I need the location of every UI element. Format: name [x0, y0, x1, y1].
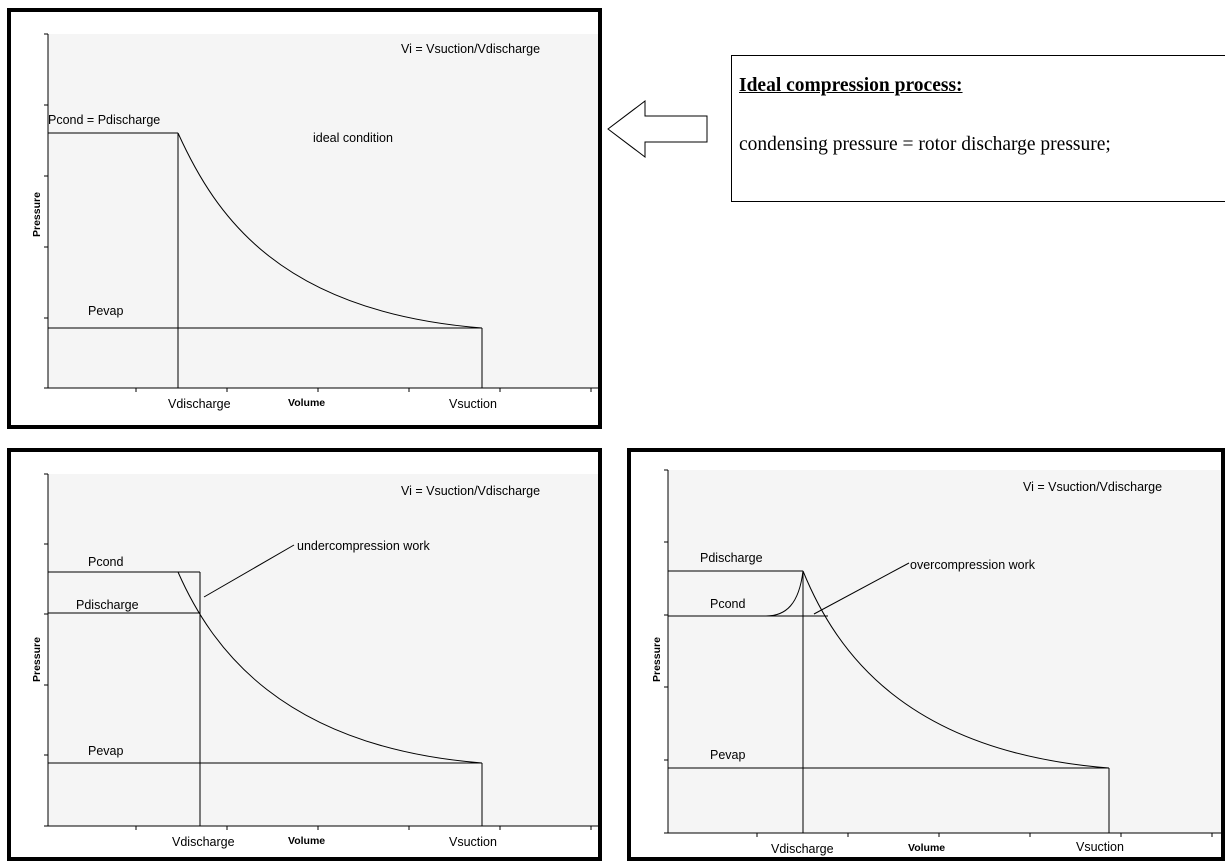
undercompression-pointer [203, 544, 295, 598]
vsuction-label: Vsuction [1076, 840, 1124, 854]
plot-area [48, 474, 598, 826]
vsuction-label: Vsuction [449, 835, 497, 849]
compression-curve [177, 132, 483, 329]
compression-curve [177, 571, 483, 764]
pdischarge-label: Pdischarge [76, 598, 139, 612]
x-axis-label: Volume [288, 835, 325, 847]
x-ticks [135, 826, 592, 830]
pcond-label: Pcond [710, 597, 745, 611]
y-ticks [44, 473, 48, 827]
overcompression-curve [765, 570, 804, 617]
vi-label: Vi = Vsuction/Vdischarge [401, 42, 540, 56]
undercompression-label: undercompression work [297, 539, 430, 553]
callout-text: condensing pressure = rotor discharge pr… [739, 134, 1111, 155]
overcompression-label: overcompression work [910, 558, 1036, 572]
pcond-label: Pcond [88, 555, 123, 569]
pcond-label: Pcond = Pdischarge [48, 113, 160, 127]
vdischarge-label: Vdischarge [771, 842, 834, 856]
ideal-condition-label: ideal condition [313, 131, 393, 145]
ideal-diagram-svg: Vi = Vsuction/Vdischarge ideal condition… [31, 33, 598, 411]
pdischarge-label: Pdischarge [700, 551, 763, 565]
overcompression-pointer [813, 562, 910, 615]
y-ticks [44, 33, 48, 389]
undercompression-diagram: Vi = Vsuction/Vdischarge undercompressio… [7, 448, 602, 861]
over-diagram-svg: Vi = Vsuction/Vdischarge overcompression… [651, 469, 1221, 856]
y-axis-label: Pressure [31, 637, 43, 682]
plot-area [48, 34, 598, 388]
x-axis-label: Volume [288, 397, 325, 409]
pevap-label: Pevap [88, 304, 123, 318]
left-arrow-icon [607, 100, 708, 158]
plot-area [668, 470, 1221, 833]
vi-label: Vi = Vsuction/Vdischarge [1023, 480, 1162, 494]
overcompression-diagram: Vi = Vsuction/Vdischarge overcompression… [627, 448, 1225, 861]
vi-label: Vi = Vsuction/Vdischarge [401, 484, 540, 498]
ideal-process-callout: Ideal compression process: condensing pr… [731, 55, 1225, 202]
vsuction-label: Vsuction [449, 397, 497, 411]
under-diagram-svg: Vi = Vsuction/Vdischarge undercompressio… [31, 473, 598, 849]
vdischarge-label: Vdischarge [168, 397, 231, 411]
x-axis-label: Volume [908, 842, 945, 854]
ideal-compression-diagram: Vi = Vsuction/Vdischarge ideal condition… [7, 8, 602, 429]
callout-title: Ideal compression process: [739, 75, 963, 96]
y-axis-label: Pressure [651, 637, 663, 682]
x-ticks [135, 388, 592, 392]
pevap-label: Pevap [88, 744, 123, 758]
compression-curve [802, 570, 1110, 769]
x-ticks [756, 833, 1213, 837]
vdischarge-label: Vdischarge [172, 835, 235, 849]
y-ticks [664, 469, 668, 834]
y-axis-label: Pressure [31, 192, 43, 237]
pevap-label: Pevap [710, 748, 745, 762]
